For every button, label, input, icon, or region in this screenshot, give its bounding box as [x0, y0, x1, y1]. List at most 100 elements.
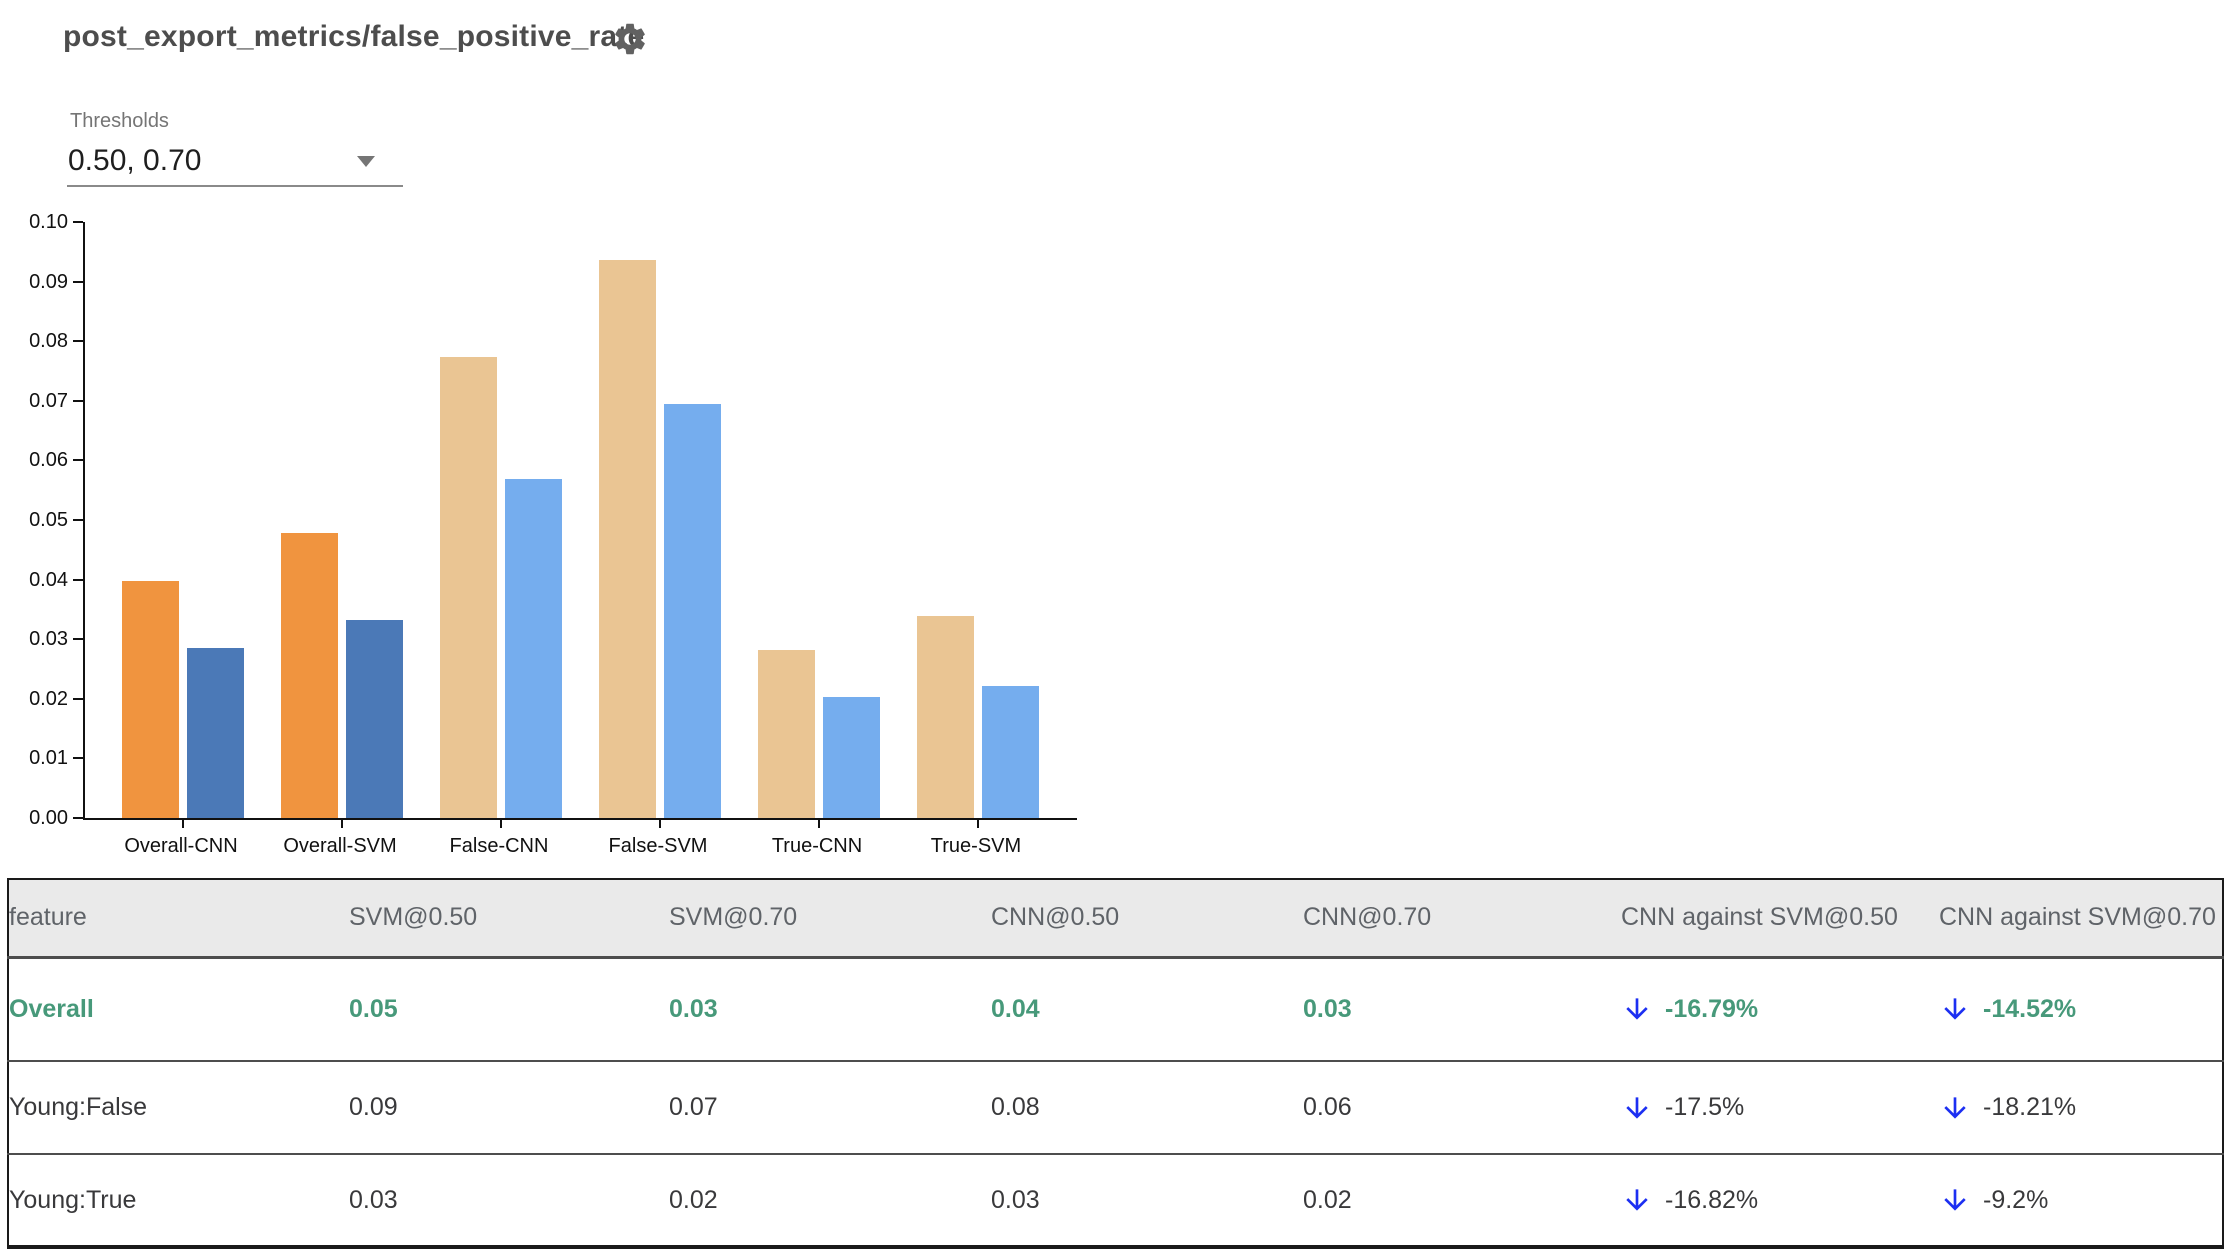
bar-chart: 0.10 0.09 0.08 0.07 0.06 0.05 0.04 0.03 0.02 0.01… — [0, 211, 1200, 882]
value-cell-cnn-0-70: 0.03 — [1303, 994, 1352, 1023]
y-axis-label: 0.00 — [29, 807, 68, 829]
y-axis-label: 0.07 — [29, 389, 68, 412]
y-axis-label: 0.05 — [29, 509, 68, 531]
y-axis-label: 0.01 — [29, 747, 68, 770]
y-axis-tick — [73, 399, 83, 402]
x-axis-tick — [341, 820, 343, 828]
y-axis-label: 0.02 — [29, 687, 68, 710]
feature-cell-young-true: Young:True — [9, 1185, 137, 1214]
comparison-value: -16.82% — [1665, 1185, 1759, 1214]
bar-False-SVM-threshold-0.50[interactable] — [599, 260, 656, 818]
bar-True-SVM-threshold-0.70[interactable] — [982, 686, 1039, 818]
x-axis-tick — [977, 820, 979, 828]
value-cell-cnn-0-50: 0.03 — [991, 1185, 1040, 1214]
bar-Overall-CNN-threshold-0.50[interactable] — [122, 581, 179, 818]
table-row-young-false: Young:False 0.09 0.07 0.08 0.06 -17.5% -18.21% — [8, 1061, 2223, 1154]
comparison-cell-cnn-against-svm-0-50: -16.82% — [1621, 1154, 1939, 1247]
plot-area — [83, 222, 1077, 820]
x-axis-label-overall-cnn: Overall-CNN — [124, 835, 238, 857]
y-axis-label: 0.06 — [29, 449, 68, 472]
metrics-table: feature SVM@0.50 SVM@0.70 CNN@0.50 CNN@0.70 C… — [7, 878, 2224, 1249]
x-axis-label-false-svm: False-SVM — [608, 835, 708, 857]
bar-False-CNN-threshold-0.50[interactable] — [440, 357, 497, 818]
arrow-down-icon — [1944, 1096, 1966, 1119]
value-cell-cnn-0-70: 0.02 — [1303, 1185, 1352, 1214]
comparison-cell-cnn-against-svm-0-50: -16.79% — [1621, 957, 1939, 1061]
arrow-down-icon — [1626, 998, 1648, 1020]
x-axis-tick — [818, 820, 820, 828]
x-axis-tick — [659, 820, 661, 828]
value-cell-cnn-0-50: 0.08 — [991, 1093, 1040, 1121]
feature-cell-young-false: Young:False — [9, 1093, 148, 1121]
value-cell-svm-0-50: 0.09 — [349, 1093, 398, 1121]
bar-Overall-SVM-threshold-0.70[interactable] — [346, 620, 403, 818]
y-axis-tick — [73, 578, 83, 581]
comparison-value: -17.5% — [1665, 1093, 1745, 1121]
y-axis-tick — [73, 757, 83, 760]
value-cell-cnn-0-70: 0.06 — [1303, 1093, 1352, 1121]
x-axis-label-true-svm: True-SVM — [930, 835, 1022, 857]
x-axis-label-true-cnn: True-CNN — [771, 835, 863, 857]
feature-cell-overall: Overall — [9, 994, 94, 1023]
bar-False-SVM-threshold-0.70[interactable] — [664, 404, 721, 818]
gear-icon — [615, 23, 645, 55]
table-row-young-true: Young:True 0.03 0.02 0.03 0.02 -16.82% -9.2% — [8, 1154, 2223, 1247]
thresholds-value: 0.50, 0.70 — [68, 144, 202, 177]
arrow-down-icon — [1626, 1096, 1648, 1119]
comparison-cell-cnn-against-svm-0-70: -9.2% — [1939, 1154, 2223, 1247]
bar-False-CNN-threshold-0.70[interactable] — [505, 479, 562, 818]
comparison-cell-cnn-against-svm-0-70: -18.21% — [1939, 1061, 2223, 1154]
comparison-cell-cnn-against-svm-0-50: -17.5% — [1621, 1061, 1939, 1154]
value-cell-svm-0-70: 0.07 — [669, 1093, 718, 1121]
thresholds-label: Thresholds — [70, 110, 169, 132]
y-axis-tick — [73, 697, 83, 700]
arrow-down-icon — [1626, 1189, 1648, 1211]
column-header-cnn-against-svm-0-50: CNN against SVM@0.50 — [1621, 879, 1939, 959]
y-axis-label: 0.10 — [29, 211, 68, 233]
x-axis-tick — [182, 820, 184, 828]
x-axis-tick — [500, 820, 502, 828]
comparison-value: -9.2% — [1983, 1185, 2049, 1214]
comparison-value: -16.79% — [1665, 994, 1759, 1023]
value-cell-svm-0-70: 0.03 — [669, 994, 718, 1023]
y-axis-tick — [73, 638, 83, 641]
bar-True-CNN-threshold-0.70[interactable] — [823, 697, 880, 818]
bar-True-CNN-threshold-0.50[interactable] — [758, 650, 815, 818]
value-cell-svm-0-70: 0.02 — [669, 1185, 718, 1214]
thresholds-select[interactable]: 0.50, 0.70 — [67, 136, 403, 187]
comparison-value: -14.52% — [1983, 994, 2077, 1023]
column-header-cnn-0-50: CNN@0.50 — [991, 879, 1303, 959]
y-axis-tick — [73, 459, 83, 462]
y-axis-tick — [73, 280, 83, 283]
table-row-overall: Overall 0.05 0.03 0.04 0.03 -16.79% -14.52% — [8, 957, 2223, 1061]
column-header-svm-0-50: SVM@0.50 — [349, 879, 669, 959]
y-axis-label: 0.08 — [29, 330, 68, 353]
value-cell-cnn-0-50: 0.04 — [991, 994, 1040, 1023]
settings-button[interactable] — [610, 20, 650, 60]
bar-True-SVM-threshold-0.50[interactable] — [917, 616, 974, 818]
arrow-down-icon — [1944, 998, 1966, 1020]
page-title: post_export_metrics/false_positive_rate — [63, 20, 645, 53]
bar-Overall-CNN-threshold-0.70[interactable] — [187, 648, 244, 818]
column-header-cnn-against-svm-0-70: CNN against SVM@0.70 — [1939, 879, 2223, 959]
value-cell-svm-0-50: 0.05 — [349, 994, 398, 1023]
value-cell-svm-0-50: 0.03 — [349, 1185, 398, 1214]
x-axis-label-false-cnn: False-CNN — [449, 835, 549, 857]
y-axis-label: 0.04 — [29, 568, 68, 591]
chevron-down-icon — [357, 156, 375, 167]
y-axis-tick — [73, 221, 83, 223]
arrow-down-icon — [1944, 1189, 1966, 1211]
y-axis-tick — [73, 519, 83, 521]
y-axis-label: 0.09 — [29, 270, 68, 293]
bar-Overall-SVM-threshold-0.50[interactable] — [281, 533, 338, 818]
x-axis-label-overall-svm: Overall-SVM — [283, 835, 397, 857]
y-axis-label: 0.03 — [29, 628, 68, 651]
y-axis-tick — [73, 340, 83, 343]
comparison-value: -18.21% — [1983, 1093, 2077, 1121]
column-header-feature: feature — [8, 879, 349, 959]
table-header-row: feature SVM@0.50 SVM@0.70 CNN@0.50 CNN@0.70 C… — [8, 879, 2223, 959]
y-axis-tick — [73, 817, 83, 819]
column-header-svm-0-70: SVM@0.70 — [669, 879, 991, 959]
comparison-cell-cnn-against-svm-0-70: -14.52% — [1939, 957, 2223, 1061]
